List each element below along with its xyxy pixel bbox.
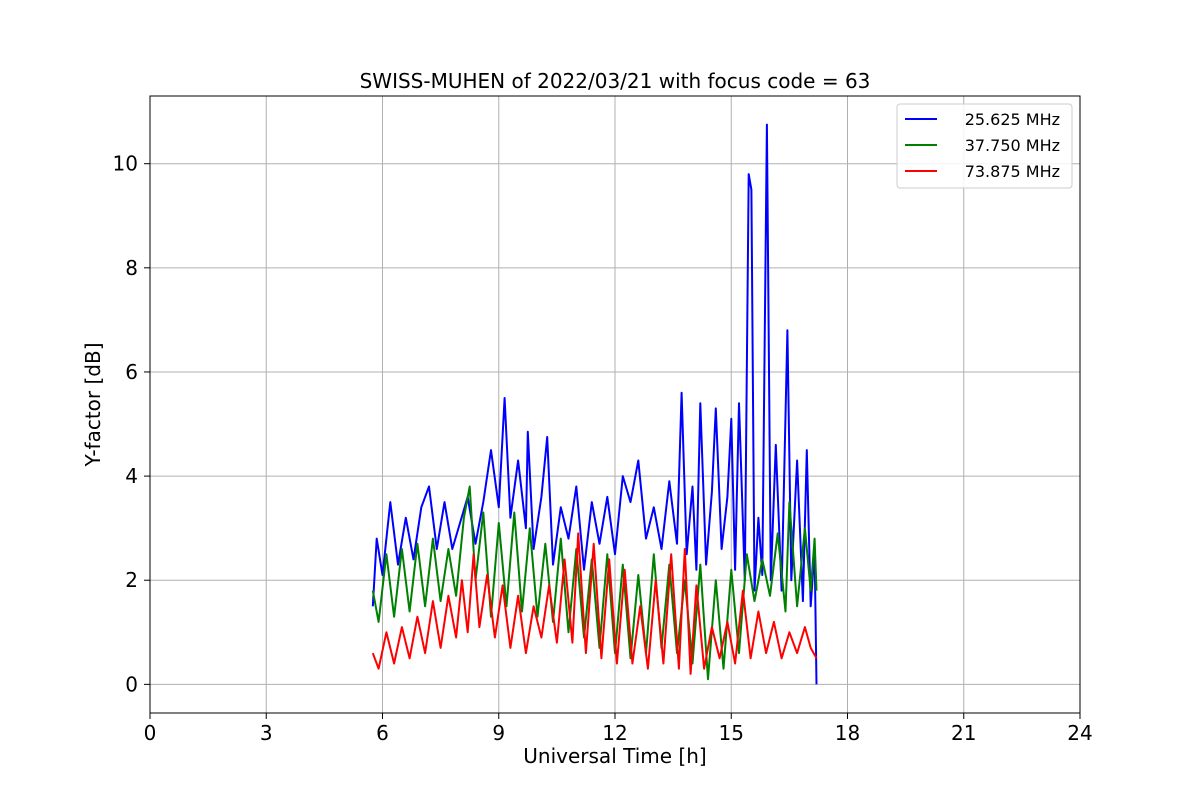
legend-box [896,103,1073,189]
legend-label-1: 37.750 MHz [965,136,1060,155]
x-tick-label: 21 [951,721,976,745]
x-tick-label: 12 [602,721,627,745]
y-axis-label: Y-factor [dB] [81,342,105,467]
y-tick-label: 4 [125,464,138,488]
series-layer [371,123,818,685]
series-line-1 [371,485,818,681]
series-line-2 [371,532,818,675]
x-tick-label: 15 [719,721,744,745]
x-tick-label: 9 [492,721,505,745]
x-tick-label: 24 [1067,721,1092,745]
y-tick-label: 0 [125,672,138,696]
x-tick-label: 3 [260,721,273,745]
x-tick-label: 18 [835,721,860,745]
x-tick-label: 6 [376,721,389,745]
x-tick-label: 0 [144,721,157,745]
legend: 25.625 MHz 37.750 MHz 73.875 MHz [896,103,1073,189]
y-tick-label: 2 [125,568,138,592]
chart-title: SWISS-MUHEN of 2022/03/21 with focus cod… [360,69,871,93]
y-tick-label: 8 [125,256,138,280]
legend-label-2: 73.875 MHz [965,162,1060,181]
x-axis-label: Universal Time [h] [523,744,706,768]
legend-label-0: 25.625 MHz [965,110,1060,129]
y-tick-label: 6 [125,360,138,384]
y-tick-label: 10 [113,152,138,176]
